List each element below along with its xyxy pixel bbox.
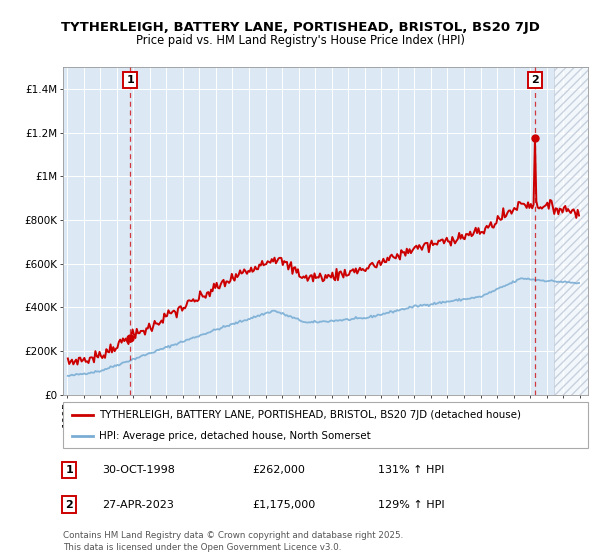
- Bar: [554, 67, 588, 395]
- Text: 2: 2: [65, 500, 73, 510]
- Text: £1,175,000: £1,175,000: [252, 500, 315, 510]
- Text: HPI: Average price, detached house, North Somerset: HPI: Average price, detached house, Nort…: [98, 431, 370, 441]
- Text: Contains HM Land Registry data © Crown copyright and database right 2025.
This d: Contains HM Land Registry data © Crown c…: [63, 531, 403, 552]
- FancyBboxPatch shape: [63, 402, 588, 448]
- Text: Price paid vs. HM Land Registry's House Price Index (HPI): Price paid vs. HM Land Registry's House …: [136, 34, 464, 47]
- Text: 1: 1: [65, 465, 73, 475]
- Text: 27-APR-2023: 27-APR-2023: [103, 500, 174, 510]
- Text: TYTHERLEIGH, BATTERY LANE, PORTISHEAD, BRISTOL, BS20 7JD: TYTHERLEIGH, BATTERY LANE, PORTISHEAD, B…: [61, 21, 539, 34]
- Text: 129% ↑ HPI: 129% ↑ HPI: [378, 500, 445, 510]
- Text: 131% ↑ HPI: 131% ↑ HPI: [378, 465, 445, 475]
- Text: 1: 1: [127, 75, 134, 85]
- Text: TYTHERLEIGH, BATTERY LANE, PORTISHEAD, BRISTOL, BS20 7JD (detached house): TYTHERLEIGH, BATTERY LANE, PORTISHEAD, B…: [98, 410, 521, 420]
- Text: 2: 2: [532, 75, 539, 85]
- Text: 30-OCT-1998: 30-OCT-1998: [103, 465, 175, 475]
- Text: £262,000: £262,000: [252, 465, 305, 475]
